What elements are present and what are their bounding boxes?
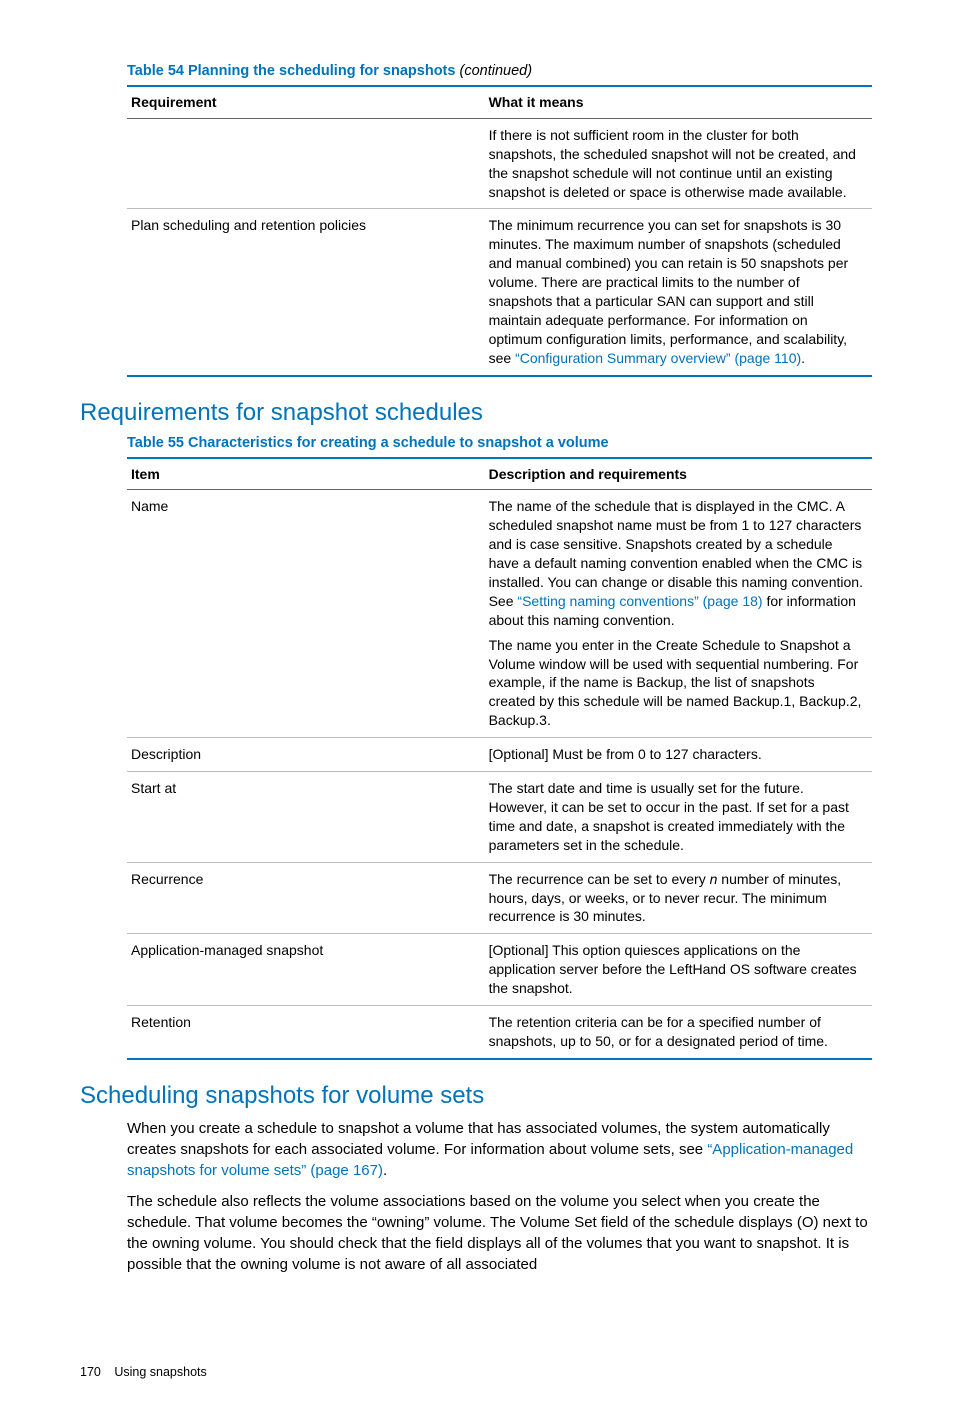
table55-r0-item: Name	[127, 490, 485, 633]
table54-r1-mean-pre: The minimum recurrence you can set for s…	[489, 217, 849, 365]
table55-col-item: Item	[127, 458, 485, 490]
table54-r0-mean: If there is not sufficient room in the c…	[485, 118, 872, 209]
table54-col-meaning: What it means	[485, 86, 872, 118]
table-row: Retention The retention criteria can be …	[127, 1005, 872, 1058]
table-row: Recurrence The recurrence can be set to …	[127, 862, 872, 934]
para1-post: .	[383, 1162, 387, 1179]
table-row: Plan scheduling and retention policies T…	[127, 209, 872, 376]
table55-r2-item: Start at	[127, 772, 485, 863]
table54-r1-mean-post: .	[801, 350, 805, 366]
document-page: Table 54 Planning the scheduling for sna…	[0, 0, 954, 1419]
table54-caption: Table 54 Planning the scheduling for sna…	[127, 63, 874, 79]
table55-r1-desc: [Optional] Must be from 0 to 127 charact…	[485, 738, 872, 772]
table-row: The name you enter in the Create Schedul…	[127, 633, 872, 738]
table54-caption-main: Table 54 Planning the scheduling for sna…	[127, 63, 455, 79]
para-volume-sets-1: When you create a schedule to snapshot a…	[127, 1118, 874, 1181]
table-row: Name The name of the schedule that is di…	[127, 490, 872, 633]
naming-conventions-link[interactable]: “Setting naming conventions” (page 18)	[517, 593, 762, 609]
table55-r3-pre: The recurrence can be set to every	[489, 871, 710, 887]
table55-r3-desc: The recurrence can be set to every n num…	[485, 862, 872, 934]
table55-caption: Table 55 Characteristics for creating a …	[127, 435, 874, 451]
table-row: Start at The start date and time is usua…	[127, 772, 872, 863]
table55-r0b-item	[127, 633, 485, 738]
table55-caption-text: Table 55 Characteristics for creating a …	[127, 435, 609, 451]
table55-r1-item: Description	[127, 738, 485, 772]
table-row: If there is not sufficient room in the c…	[127, 118, 872, 209]
section-heading-scheduling: Scheduling snapshots for volume sets	[80, 1082, 874, 1110]
table54-r1-req: Plan scheduling and retention policies	[127, 209, 485, 376]
table-row: Description [Optional] Must be from 0 to…	[127, 738, 872, 772]
table54: Requirement What it means If there is no…	[127, 85, 872, 377]
table55-r3-item: Recurrence	[127, 862, 485, 934]
table55-r0-desc: The name of the schedule that is display…	[485, 490, 872, 633]
table54-col-requirement: Requirement	[127, 86, 485, 118]
config-summary-link[interactable]: “Configuration Summary overview” (page 1…	[515, 350, 801, 366]
page-footer: 170 Using snapshots	[80, 1365, 874, 1379]
table-row: Application-managed snapshot [Optional] …	[127, 934, 872, 1006]
footer-section: Using snapshots	[114, 1365, 206, 1379]
table55-r4-desc: [Optional] This option quiesces applicat…	[485, 934, 872, 1006]
table55: Item Description and requirements Name T…	[127, 457, 872, 1060]
page-number: 170	[80, 1365, 101, 1379]
table54-caption-continued: (continued)	[459, 63, 532, 79]
table55-r5-desc: The retention criteria can be for a spec…	[485, 1005, 872, 1058]
table55-r5-item: Retention	[127, 1005, 485, 1058]
table55-r0b-desc: The name you enter in the Create Schedul…	[485, 633, 872, 738]
table55-col-desc: Description and requirements	[485, 458, 872, 490]
table55-r4-item: Application-managed snapshot	[127, 934, 485, 1006]
table54-r0-req	[127, 118, 485, 209]
para-volume-sets-2: The schedule also reflects the volume as…	[127, 1191, 874, 1275]
table55-r2-desc: The start date and time is usually set f…	[485, 772, 872, 863]
table54-r1-mean: The minimum recurrence you can set for s…	[485, 209, 872, 376]
section-heading-requirements: Requirements for snapshot schedules	[80, 399, 874, 427]
